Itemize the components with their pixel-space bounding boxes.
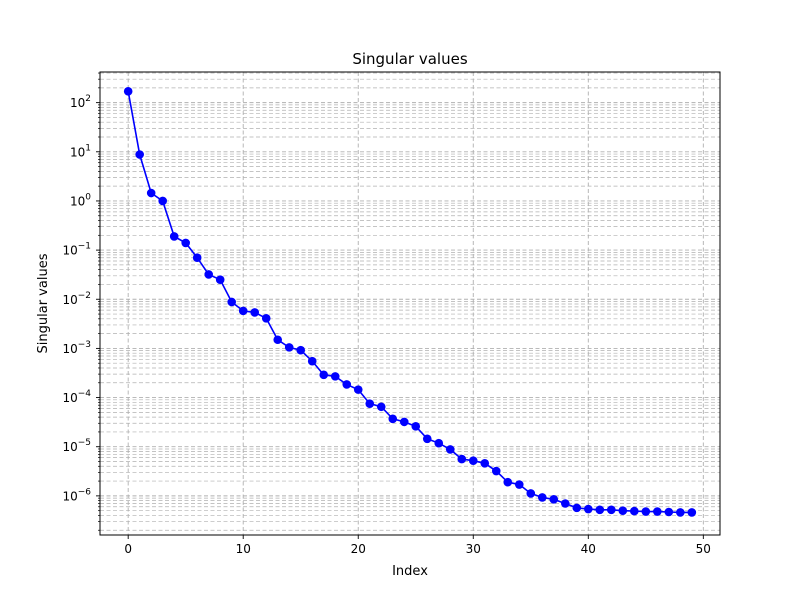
- data-point: [422, 434, 432, 444]
- y-axis-label: Singular values: [36, 253, 51, 353]
- data-point: [491, 466, 501, 476]
- data-point: [181, 238, 190, 248]
- data-point: [250, 308, 260, 317]
- data-point: [158, 196, 167, 206]
- x-tick-label: 40: [581, 542, 596, 556]
- data-point: [399, 417, 409, 427]
- data-point: [687, 508, 697, 517]
- data-point: [284, 343, 294, 352]
- y-tick-label: 101: [70, 143, 91, 159]
- data-point: [365, 399, 375, 409]
- y-axis: 10−6 10−5 10−4 10−3 10−2 10−1 100 101 102: [62, 72, 100, 531]
- series: [123, 87, 697, 517]
- data-point: [135, 150, 144, 159]
- data-point: [457, 454, 467, 464]
- y-tick-label: 10−5: [62, 438, 91, 454]
- data-point: [606, 505, 616, 515]
- data-point: [653, 507, 662, 516]
- data-point: [307, 356, 317, 366]
- y-tick-label: 10−1: [62, 242, 91, 258]
- data-point: [445, 445, 455, 454]
- data-point: [319, 370, 329, 380]
- data-point: [434, 438, 444, 448]
- data-point: [549, 495, 559, 504]
- x-axis-label: Index: [392, 564, 428, 579]
- x-tick-label: 0: [124, 542, 132, 556]
- y-tick-label: 10−3: [62, 340, 91, 356]
- grid: [100, 72, 720, 535]
- data-point: [618, 506, 628, 515]
- data-point: [146, 188, 156, 198]
- y-tick-label: 10−2: [62, 291, 91, 307]
- data-point: [169, 232, 179, 241]
- data-point: [630, 506, 639, 516]
- x-axis: 0 10 20 30 40 50: [124, 535, 711, 556]
- data-point: [238, 306, 248, 316]
- chart-title: Singular values: [352, 50, 467, 68]
- data-point: [296, 345, 306, 355]
- data-point: [468, 456, 478, 465]
- data-point: [537, 493, 547, 502]
- data-point: [411, 422, 421, 431]
- data-point: [123, 87, 133, 96]
- y-tick-label: 100: [70, 192, 91, 208]
- x-tick-label: 30: [466, 542, 481, 556]
- data-point: [560, 499, 570, 508]
- data-point: [514, 480, 524, 489]
- x-tick-label: 50: [696, 542, 711, 556]
- data-point: [261, 313, 271, 323]
- x-tick-label: 10: [236, 542, 251, 556]
- data-point: [595, 505, 605, 515]
- data-point: [664, 507, 674, 517]
- data-point: [526, 489, 536, 498]
- data-point: [204, 270, 214, 279]
- data-point: [330, 372, 340, 381]
- data-point: [388, 414, 398, 424]
- y-tick-label: 10−6: [62, 487, 91, 503]
- data-point: [342, 380, 352, 389]
- data-point: [503, 477, 513, 487]
- data-point: [353, 385, 363, 394]
- data-point: [480, 459, 490, 468]
- data-point: [215, 275, 225, 284]
- y-tick-label: 10−4: [62, 389, 91, 405]
- data-point: [376, 402, 386, 412]
- y-tick-label: 102: [70, 94, 91, 110]
- data-point: [273, 335, 283, 345]
- data-point: [676, 508, 685, 517]
- data-point: [572, 503, 582, 513]
- x-tick-label: 20: [351, 542, 366, 556]
- data-point: [641, 507, 651, 516]
- data-point: [227, 297, 237, 307]
- data-point: [192, 253, 202, 263]
- plot-frame: [99, 71, 721, 536]
- data-point: [583, 504, 593, 514]
